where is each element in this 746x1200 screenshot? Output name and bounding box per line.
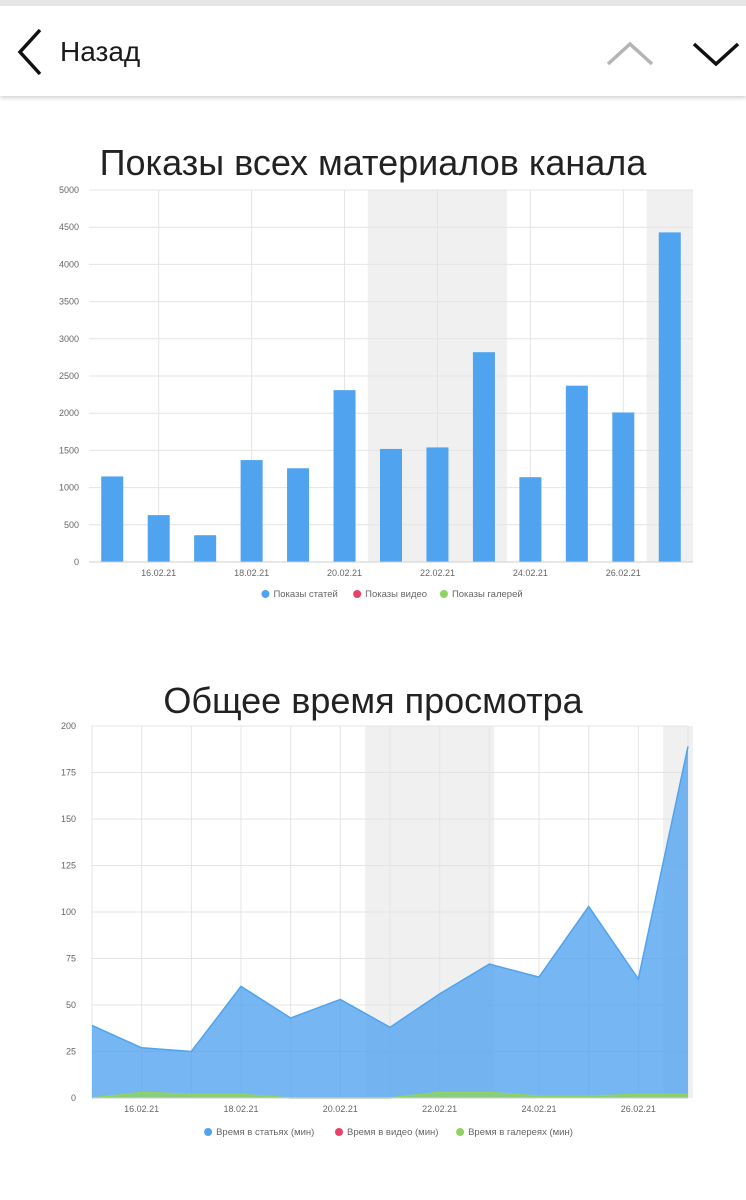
y-tick-label-10: 5000 xyxy=(59,185,79,195)
bar-0-4 xyxy=(287,468,310,562)
bar-0-5 xyxy=(333,390,356,562)
bar-0-1 xyxy=(147,515,170,562)
y-tick-label-6: 150 xyxy=(61,814,76,824)
bar-0-0 xyxy=(101,476,124,562)
x-tick-label-0: 16.02.21 xyxy=(124,1104,159,1114)
area-line-0 xyxy=(91,746,689,1053)
bar-0-10 xyxy=(565,385,588,562)
x-tick-label-2: 20.02.21 xyxy=(327,568,362,578)
legend-label-1: Время в видео (мин) xyxy=(347,1127,438,1138)
y-tick-label-7: 3500 xyxy=(59,297,79,307)
legend-marker-0 xyxy=(204,1128,213,1136)
chart-title-watch-time: Общее время просмотра xyxy=(163,680,583,721)
x-tick-label-5: 26.02.21 xyxy=(621,1104,656,1114)
y-tick-label-3: 75 xyxy=(66,954,76,964)
y-tick-label-6: 3000 xyxy=(59,334,79,344)
x-tick-label-3: 22.02.21 xyxy=(422,1104,457,1114)
x-tick-label-4: 24.02.21 xyxy=(513,568,548,578)
y-tick-label-4: 100 xyxy=(61,907,76,917)
y-tick-label-3: 1500 xyxy=(59,445,79,455)
y-tick-label-4: 2000 xyxy=(59,408,79,418)
bar-0-3 xyxy=(240,460,263,562)
legend-label-0: Показы статей xyxy=(273,589,337,600)
legend-marker-2 xyxy=(456,1128,465,1136)
legend-marker-2 xyxy=(439,590,448,598)
legend-label-0: Время в статьях (мин) xyxy=(216,1127,314,1138)
y-tick-label-0: 0 xyxy=(74,557,79,567)
x-tick-label-0: 16.02.21 xyxy=(141,568,176,578)
bar-0-7 xyxy=(426,447,449,562)
back-label: Назад xyxy=(60,36,141,67)
x-tick-label-5: 26.02.21 xyxy=(606,568,641,578)
x-tick-label-1: 18.02.21 xyxy=(223,1104,258,1114)
y-tick-label-8: 200 xyxy=(61,721,76,731)
legend-marker-1 xyxy=(353,590,362,598)
top-bar: Назад xyxy=(0,0,746,96)
bar-0-9 xyxy=(519,477,542,562)
y-tick-label-1: 25 xyxy=(66,1047,76,1057)
x-tick-label-3: 22.02.21 xyxy=(420,568,455,578)
legend-label-1: Показы видео xyxy=(365,589,427,600)
bar-0-11 xyxy=(612,412,635,562)
x-tick-label-4: 24.02.21 xyxy=(521,1104,556,1114)
chevron-down-icon[interactable] xyxy=(686,30,746,74)
x-tick-label-1: 18.02.21 xyxy=(234,568,269,578)
y-tick-label-9: 4500 xyxy=(59,222,79,232)
y-tick-label-7: 175 xyxy=(61,768,76,778)
area-fill-0 xyxy=(92,746,688,1098)
impressions-bar-chart: 0 500 1000 1500 2000 2500 3000 3500 4000 4500 5000… xyxy=(59,185,693,600)
chart-title-impressions: Показы всех материалов канала xyxy=(99,142,647,183)
chevron-up-icon[interactable] xyxy=(600,30,660,74)
y-tick-label-2: 50 xyxy=(66,1000,76,1010)
y-tick-label-8: 4000 xyxy=(59,259,79,269)
legend-marker-0 xyxy=(261,590,270,598)
bar-0-6 xyxy=(380,448,402,562)
bar-0-2 xyxy=(194,535,217,562)
y-tick-label-0: 0 xyxy=(71,1093,76,1103)
legend-label-2: Время в галереях (мин) xyxy=(468,1127,573,1138)
bar-0-8 xyxy=(472,352,495,562)
legend-label-2: Показы галерей xyxy=(452,589,523,600)
y-tick-label-5: 125 xyxy=(61,861,76,871)
watch-time-area-chart: 0 25 50 75 100 125 150 175 200 16.02.21 18.02.21 20… xyxy=(61,721,693,1138)
y-tick-label-2: 1000 xyxy=(59,483,79,493)
legend-marker-1 xyxy=(335,1128,343,1136)
back-button[interactable]: Назад xyxy=(10,20,180,84)
y-tick-label-5: 2500 xyxy=(59,371,79,381)
x-tick-label-2: 20.02.21 xyxy=(323,1104,358,1114)
y-tick-label-1: 500 xyxy=(64,520,79,530)
chevron-left-icon xyxy=(17,28,42,76)
bar-0-12 xyxy=(658,232,681,562)
